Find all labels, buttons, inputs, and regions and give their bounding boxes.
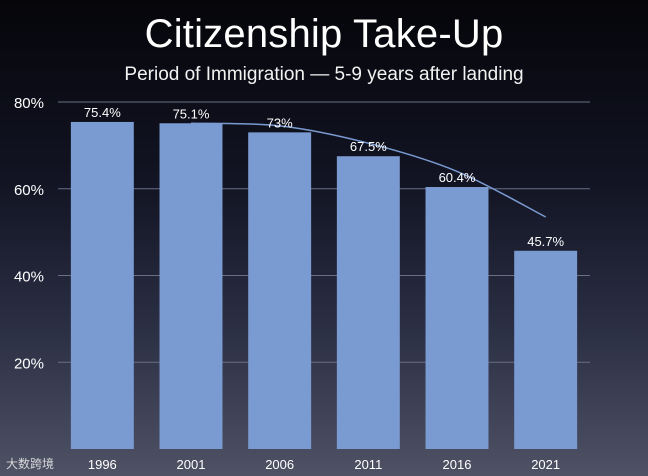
bar-2021 xyxy=(514,250,578,449)
bar-1996 xyxy=(70,121,134,449)
trendline xyxy=(190,122,547,218)
x-tick-label-1996: 1996 xyxy=(88,457,117,472)
data-labels: 75.4% 75.1% 73% 67.5% 60.4% 45.7% xyxy=(84,105,565,249)
grid-lines xyxy=(58,101,590,363)
x-tick-label-2006: 2006 xyxy=(265,457,294,472)
x-tick-label-2001: 2001 xyxy=(177,457,206,472)
trendline-curve xyxy=(190,122,547,218)
y-tick-label: 40% xyxy=(14,269,44,286)
bar-2001 xyxy=(159,123,223,449)
x-tick-label-2011: 2011 xyxy=(354,457,382,472)
bar-2006 xyxy=(248,132,312,450)
data-label-2021: 45.7% xyxy=(527,234,564,249)
x-tick-label-2021: 2021 xyxy=(531,457,560,472)
bar-2011 xyxy=(336,156,400,449)
bars xyxy=(70,121,578,450)
data-label-2016: 60.4% xyxy=(439,170,476,185)
x-tick-label-2016: 2016 xyxy=(443,457,472,472)
chart-title: Citizenship Take-Up xyxy=(144,12,504,56)
chart-subtitle: Period of Immigration — 5-9 years after … xyxy=(124,64,524,85)
data-label-2011: 67.5% xyxy=(350,139,387,154)
data-label-2001: 75.1% xyxy=(173,106,210,121)
axis-labels: 20% 40% 60% 80% 1996 2001 2006 2011 2016 2021 xyxy=(14,95,560,472)
watermark-logo: 大数跨境 xyxy=(6,457,55,471)
y-tick-label: 20% xyxy=(14,355,44,372)
data-label-1996: 75.4% xyxy=(84,105,121,120)
y-tick-label: 60% xyxy=(14,182,44,199)
y-tick-label: 80% xyxy=(14,95,44,112)
bar-2016 xyxy=(425,187,489,449)
data-label-2006: 73% xyxy=(267,115,293,130)
